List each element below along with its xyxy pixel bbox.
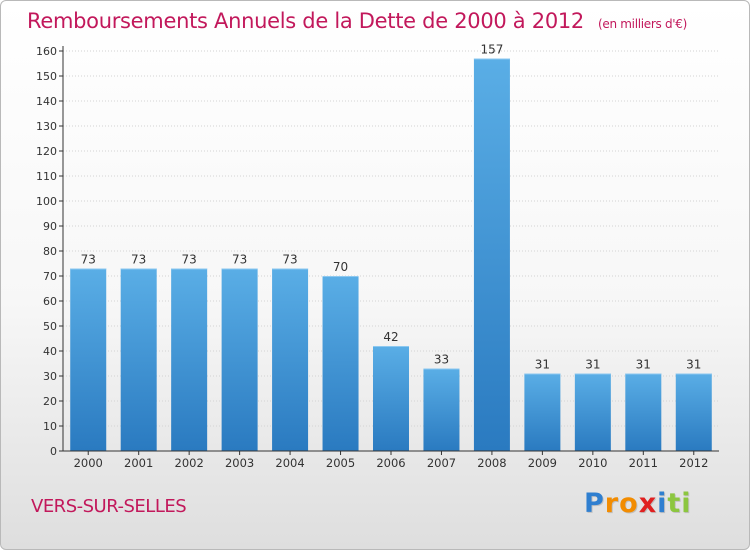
data-label-2005: 70 (333, 260, 348, 274)
x-tick-label-2002: 2002 (175, 456, 204, 470)
data-label-2004: 73 (282, 253, 297, 267)
x-tick-label-2010: 2010 (578, 456, 607, 470)
x-tick-label-2004: 2004 (275, 456, 304, 470)
logo-letter: i (681, 488, 692, 519)
x-tick-label-2001: 2001 (124, 456, 153, 470)
bar-2011 (625, 373, 662, 451)
y-tick-label-50: 50 (43, 320, 57, 333)
data-label-2007: 33 (434, 353, 449, 367)
logo-letter: i (657, 488, 668, 519)
bar-2012 (675, 373, 712, 451)
logo-letter: o (619, 488, 639, 519)
data-label-2010: 31 (585, 358, 600, 372)
data-label-2002: 73 (182, 253, 197, 267)
y-tick-label-150: 150 (36, 70, 57, 83)
bar-2004 (272, 268, 309, 451)
y-tick-label-80: 80 (43, 245, 57, 258)
data-label-2003: 73 (232, 253, 247, 267)
chart-title-text: Remboursements Annuels de la Dette de 20… (27, 9, 584, 33)
logo-letter: r (604, 488, 620, 519)
y-tick-label-120: 120 (36, 145, 57, 158)
data-label-2009: 31 (535, 358, 550, 372)
x-tick-label-2006: 2006 (376, 456, 405, 470)
bar-2002 (171, 268, 208, 451)
x-tick-label-2008: 2008 (477, 456, 506, 470)
bar-2001 (120, 268, 157, 451)
bar-2008 (473, 58, 510, 451)
y-tick-label-160: 160 (36, 45, 57, 58)
bar-2006 (373, 346, 409, 451)
y-tick-label-100: 100 (36, 195, 57, 208)
x-tick-label-2007: 2007 (427, 456, 456, 470)
bar-2007 (423, 368, 460, 451)
x-tick-label-2000: 2000 (74, 456, 103, 470)
chart-unit-label: (en milliers d'€) (598, 17, 688, 31)
commune-name: VERS-SUR-SELLES (31, 496, 187, 517)
y-tick-label-30: 30 (43, 370, 57, 383)
x-tick-label-2011: 2011 (629, 456, 658, 470)
chart-title: Remboursements Annuels de la Dette de 20… (27, 9, 687, 33)
proxiti-logo: Proxiti (584, 488, 692, 519)
x-tick-label-2009: 2009 (528, 456, 557, 470)
y-tick-label-20: 20 (43, 395, 57, 408)
y-tick-label-110: 110 (36, 170, 57, 183)
data-label-2001: 73 (131, 253, 146, 267)
x-tick-label-2012: 2012 (679, 456, 708, 470)
data-label-2008: 157 (480, 43, 503, 57)
y-tick-label-40: 40 (43, 345, 57, 358)
y-tick-label-90: 90 (43, 220, 57, 233)
data-label-2011: 31 (636, 358, 651, 372)
data-label-2006: 42 (383, 330, 398, 344)
bar-2009 (524, 373, 561, 451)
data-label-2012: 31 (686, 358, 701, 372)
axis-layer: 0 10 20 30 40 50 60 70 80 90 100 110 120 130 140 150 160… (36, 45, 719, 470)
logo-letter: P (584, 488, 605, 519)
bar-layer: 73 73 73 73 73 70 42 33 157 31 31 31 31 (70, 43, 712, 451)
y-tick-label-130: 130 (36, 120, 57, 133)
bar-2010 (574, 373, 611, 451)
logo-letter: t (667, 488, 682, 519)
x-tick-label-2005: 2005 (326, 456, 355, 470)
y-tick-label-10: 10 (43, 420, 57, 433)
logo-letter: x (638, 488, 658, 519)
bar-2000 (70, 268, 107, 451)
x-tick-label-2003: 2003 (225, 456, 254, 470)
y-tick-label-70: 70 (43, 270, 57, 283)
bar-2005 (322, 276, 359, 451)
data-label-2000: 73 (81, 253, 96, 267)
y-tick-label-140: 140 (36, 95, 57, 108)
y-tick-label-0: 0 (50, 445, 57, 458)
bar-2003 (221, 268, 258, 451)
y-tick-label-60: 60 (43, 295, 57, 308)
